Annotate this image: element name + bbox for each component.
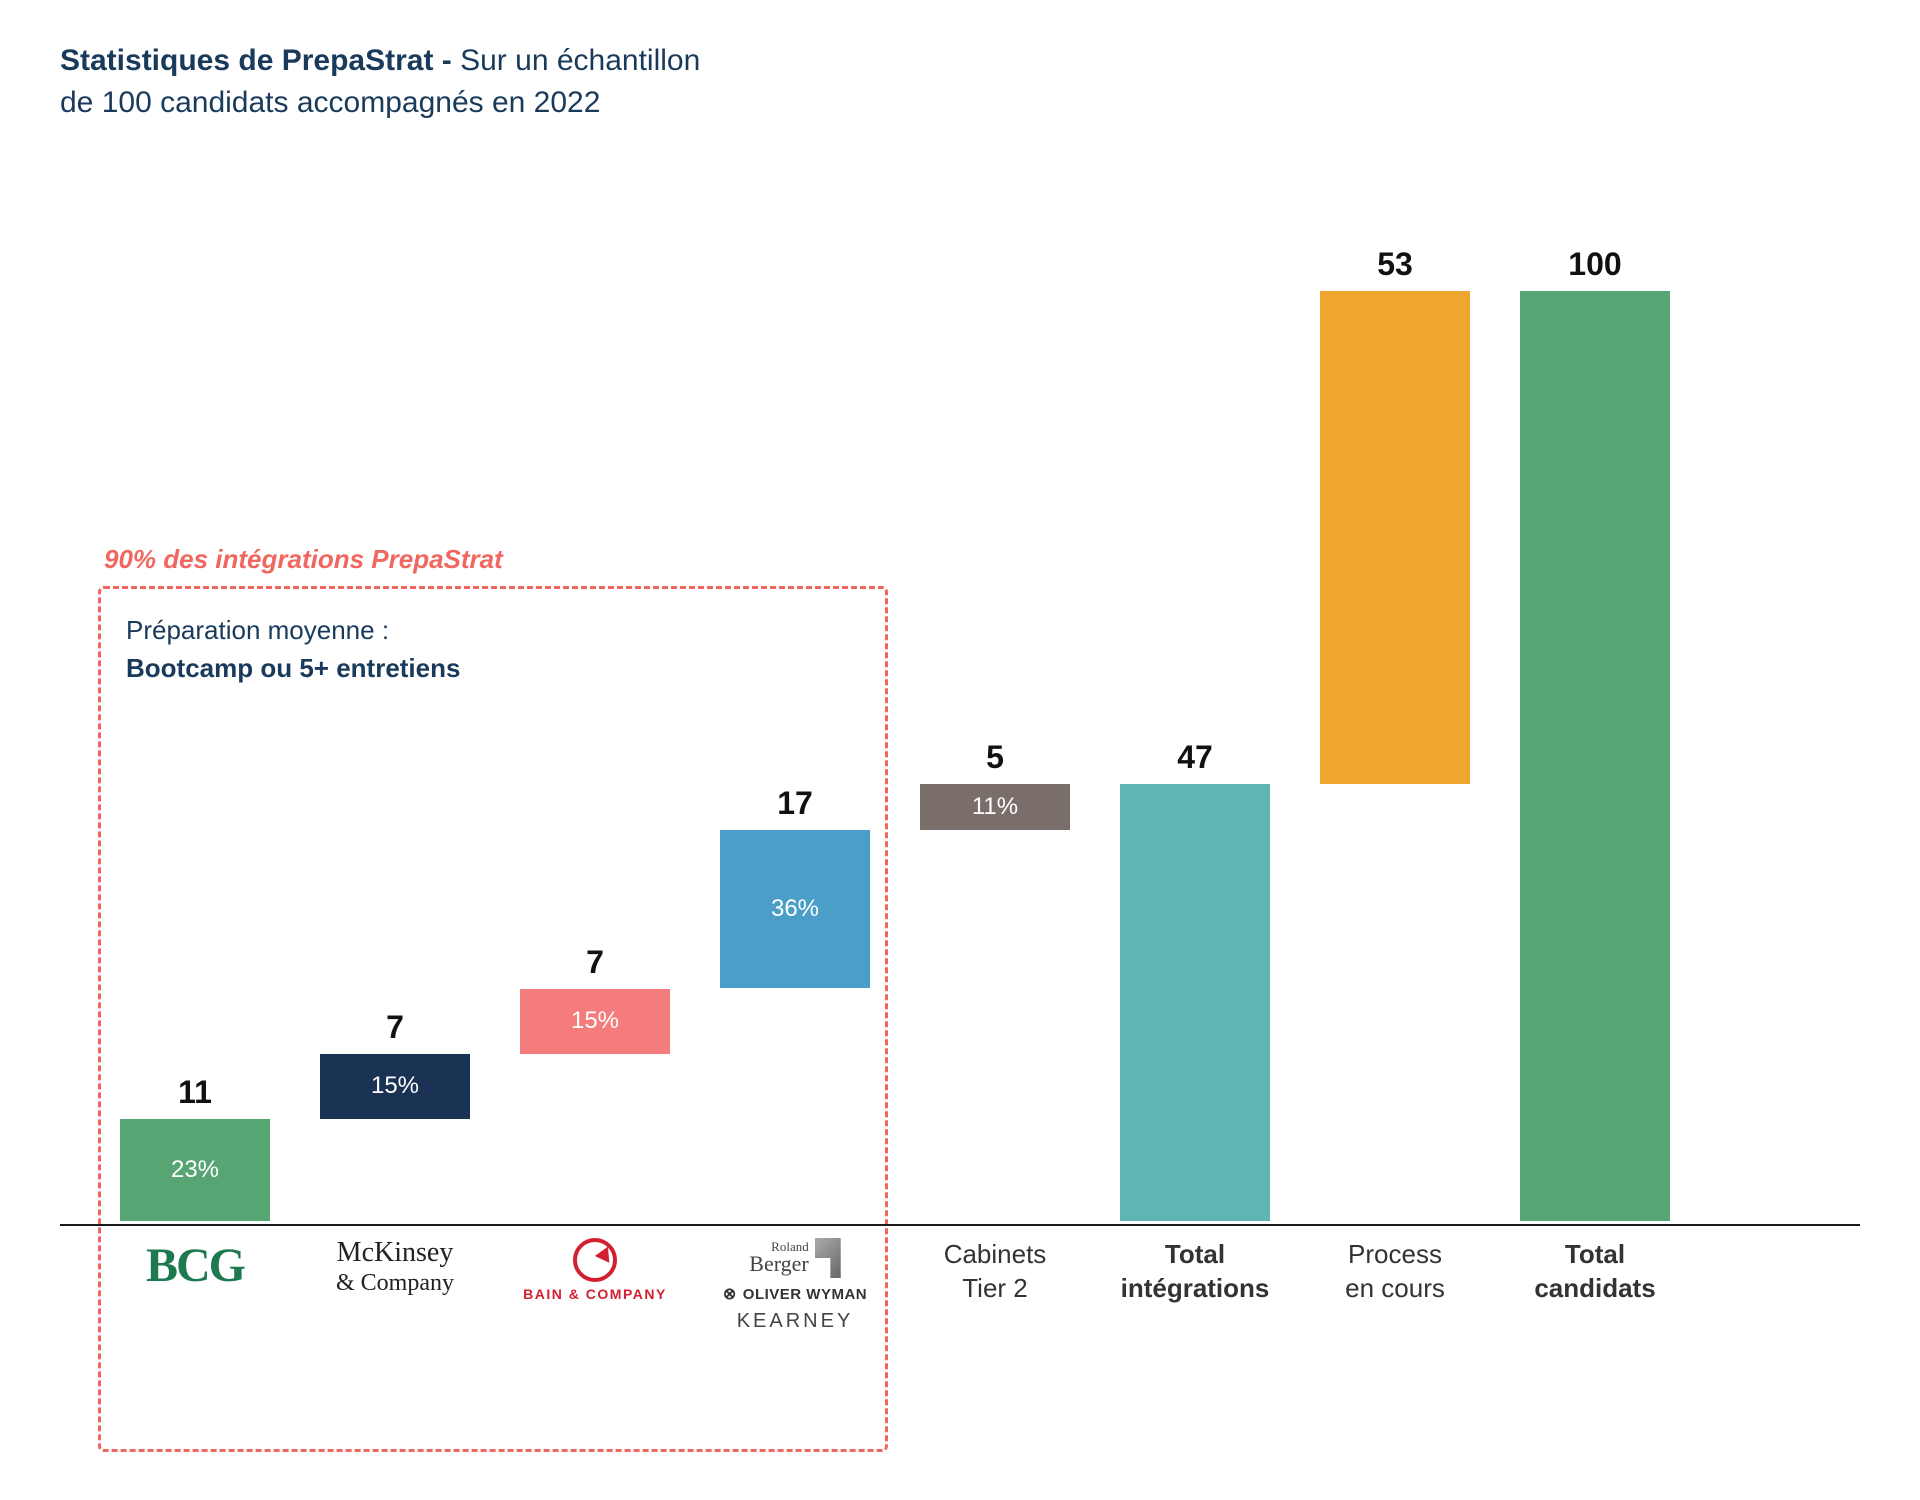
- logo-bain: BAIN & COMPANY: [495, 1238, 695, 1302]
- xlabel-tier2: CabinetsTier 2: [895, 1238, 1095, 1306]
- xlabel-process: Processen cours: [1295, 1238, 1495, 1306]
- bar-rect-bain: 15%: [520, 989, 670, 1054]
- mckinsey-logo-icon: McKinsey& Company: [336, 1238, 454, 1297]
- callout-subtitle: Préparation moyenne : Bootcamp ou 5+ ent…: [126, 612, 460, 687]
- bar-total_int: 47: [1120, 739, 1270, 1221]
- bar-rect-bcg: 23%: [120, 1119, 270, 1221]
- bar-rect-total_cand: [1520, 291, 1670, 1221]
- bar-value-total_cand: 100: [1568, 246, 1621, 283]
- bar-mckinsey: 715%: [320, 1009, 470, 1119]
- logo-mckinsey: McKinsey& Company: [295, 1238, 495, 1297]
- bar-value-mckinsey: 7: [386, 1009, 404, 1046]
- callout-title: 90% des intégrations PrepaStrat: [104, 544, 503, 575]
- bar-rect-total_int: [1120, 784, 1270, 1221]
- bar-bcg: 1123%: [120, 1074, 270, 1221]
- xlabel-total_int: Totalintégrations: [1095, 1238, 1295, 1306]
- bar-value-process: 53: [1377, 246, 1413, 283]
- bcg-logo-icon: BCG: [146, 1238, 244, 1293]
- bar-rect-process: [1320, 291, 1470, 784]
- bar-tier2: 511%: [920, 739, 1070, 831]
- bar-rect-mckinsey: 15%: [320, 1054, 470, 1119]
- bar-value-total_int: 47: [1177, 739, 1213, 776]
- callout-sub-line1: Préparation moyenne :: [126, 615, 389, 645]
- bar-total_cand: 100: [1520, 246, 1670, 1221]
- roland-berger-logo-icon: RolandBerger: [749, 1238, 840, 1278]
- logo-rb_ow_k: RolandBerger ⊗OLIVER WYMAN KEARNEY: [695, 1238, 895, 1333]
- title-bold: Statistiques de PrepaStrat -: [60, 44, 460, 77]
- callout-sub-line2: Bootcamp ou 5+ entretiens: [126, 653, 460, 683]
- bar-value-rb_ow_k: 17: [777, 785, 813, 822]
- logo-bcg: BCG: [95, 1238, 295, 1293]
- waterfall-chart: 90% des intégrations PrepaStrat Préparat…: [60, 154, 1860, 1454]
- bain-logo-icon: BAIN & COMPANY: [523, 1238, 667, 1302]
- bar-value-bain: 7: [586, 944, 604, 981]
- oliver-wyman-logo-icon: ⊗OLIVER WYMAN: [723, 1284, 867, 1304]
- xlabel-total_cand: Totalcandidats: [1495, 1238, 1695, 1306]
- title-rest-1: Sur un échantillon: [460, 44, 700, 77]
- chart-title: Statistiques de PrepaStrat - Sur un écha…: [60, 40, 1860, 124]
- bar-rect-tier2: 11%: [920, 784, 1070, 831]
- bar-value-bcg: 11: [178, 1074, 212, 1111]
- bar-value-tier2: 5: [986, 739, 1004, 776]
- chart-baseline: [60, 1224, 1860, 1226]
- title-rest-2: de 100 candidats accompagnés en 2022: [60, 82, 1860, 124]
- bar-process: 53: [1320, 246, 1470, 784]
- bar-rb_ow_k: 1736%: [720, 785, 870, 988]
- bar-rect-rb_ow_k: 36%: [720, 830, 870, 988]
- bar-bain: 715%: [520, 944, 670, 1054]
- kearney-logo-icon: KEARNEY: [737, 1310, 854, 1333]
